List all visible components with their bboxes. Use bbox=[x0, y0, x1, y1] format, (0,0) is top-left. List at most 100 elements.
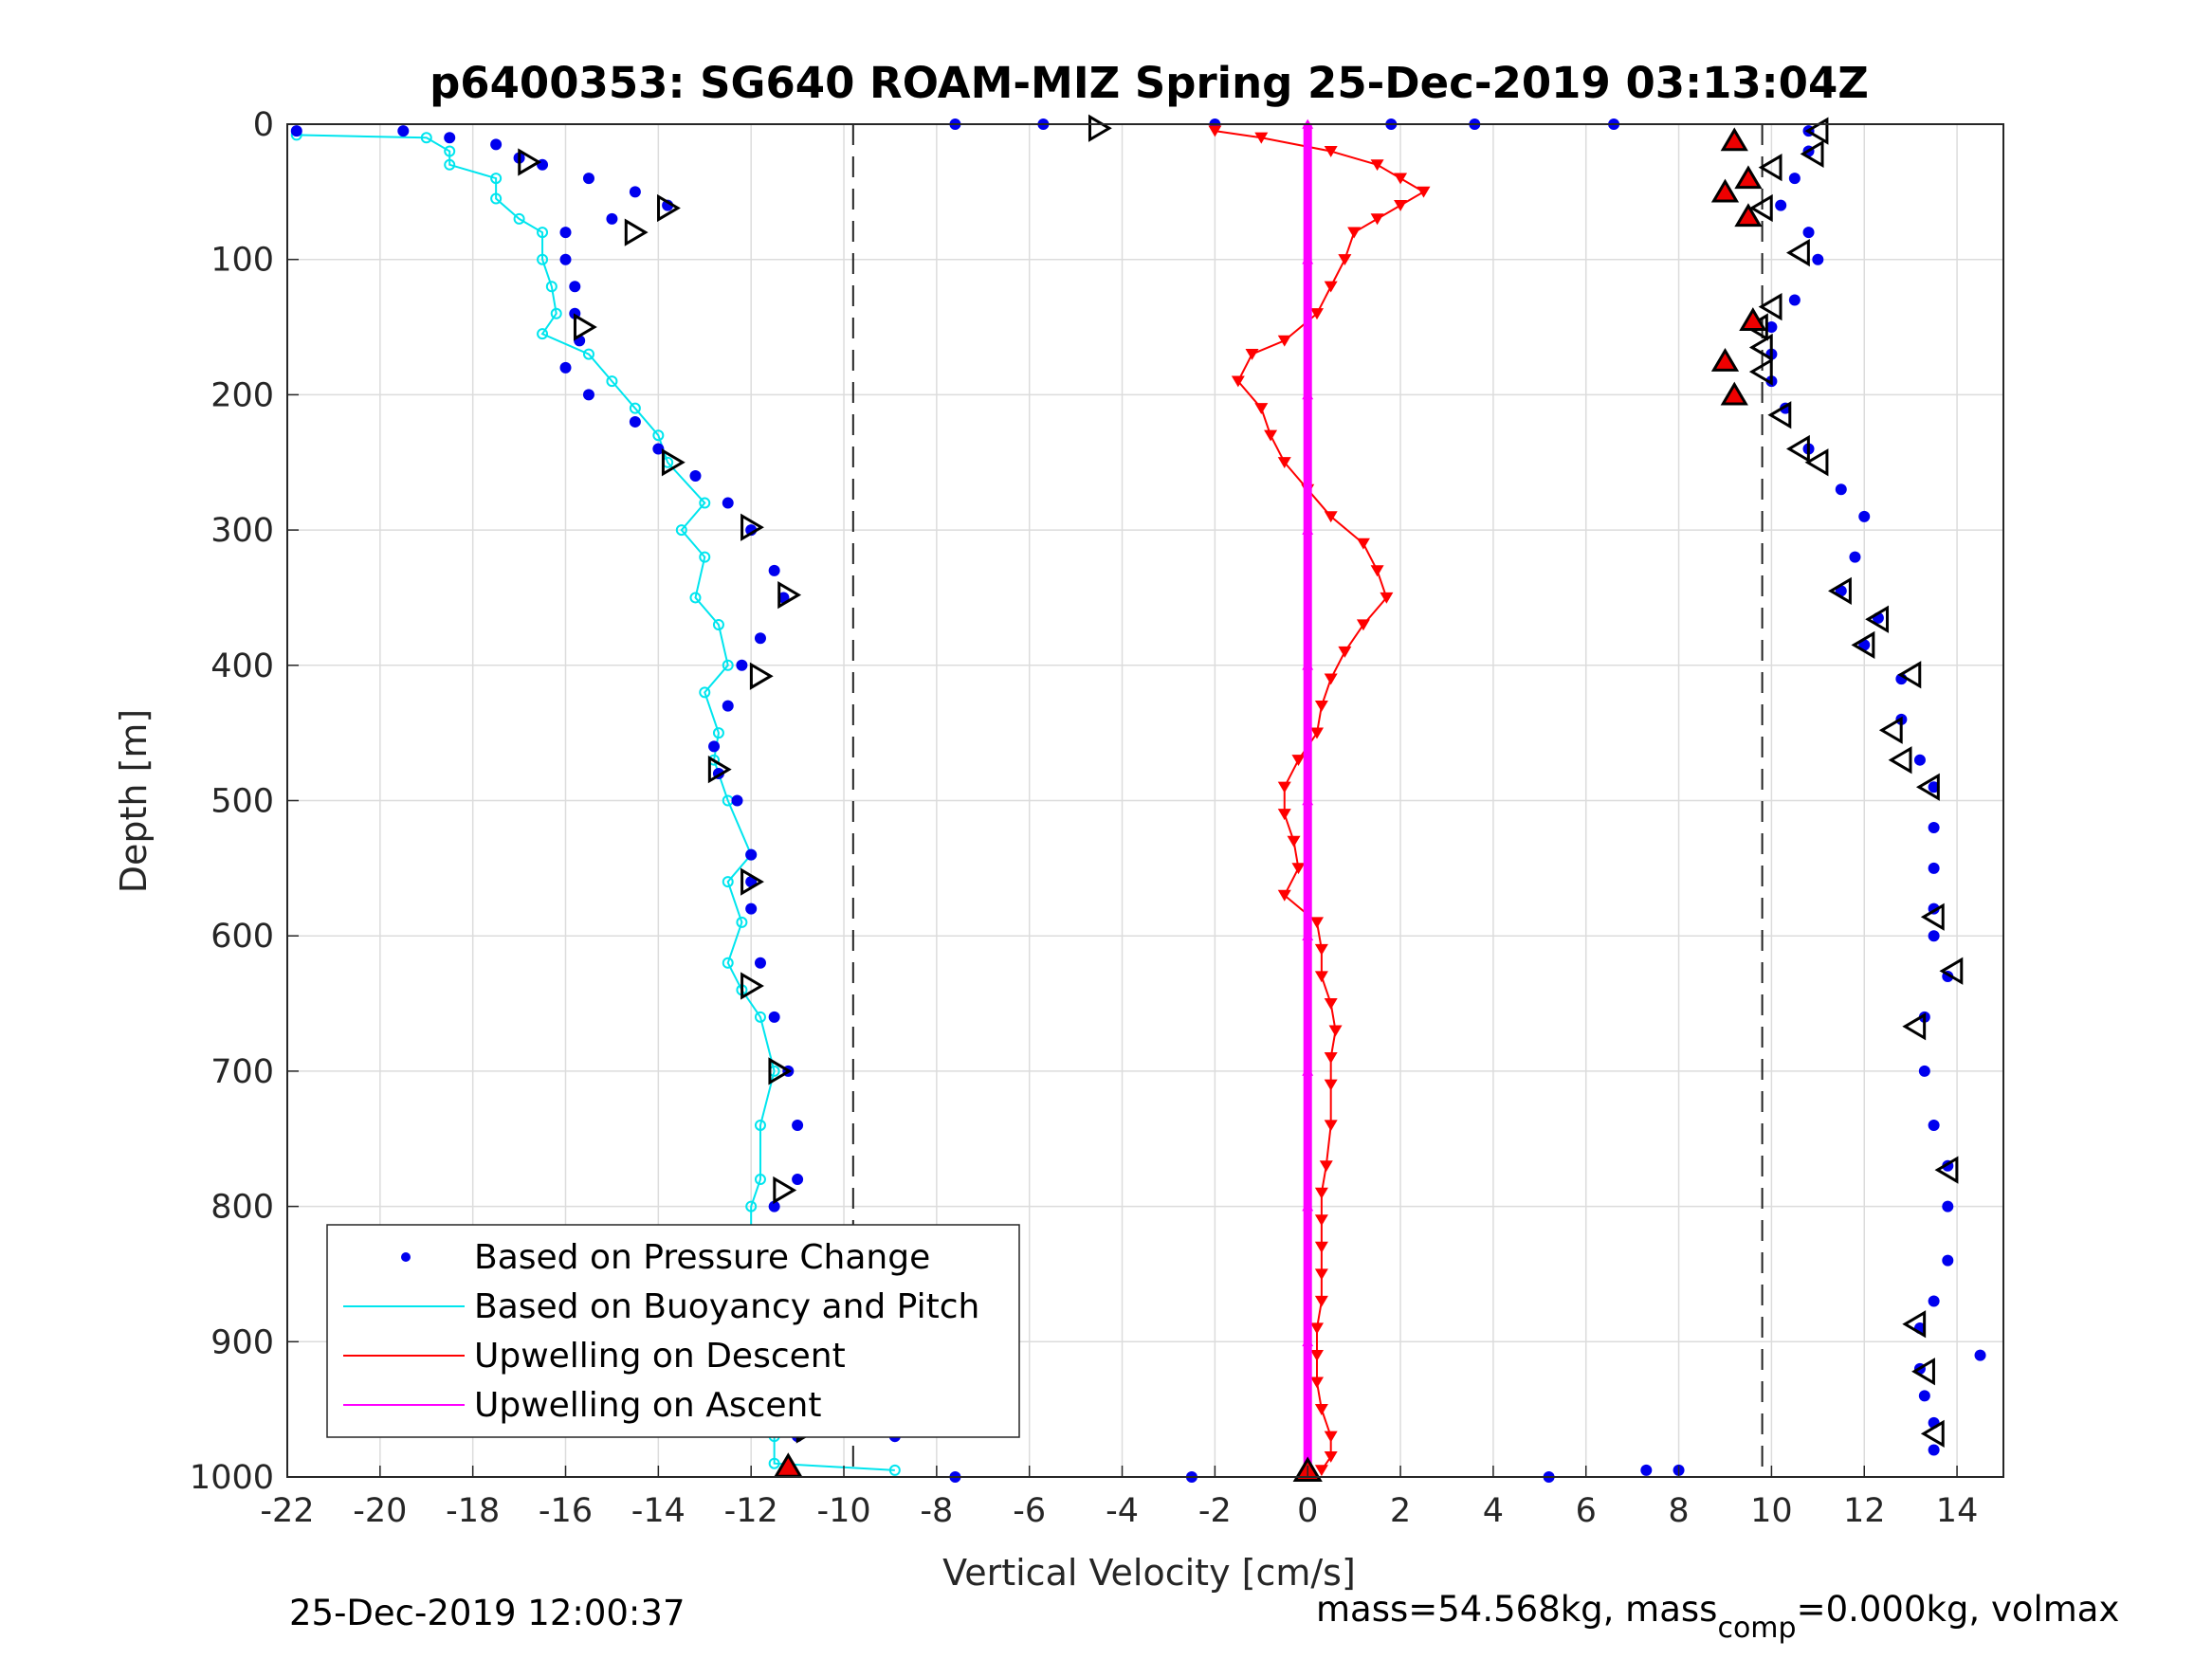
upwelling-descent-point bbox=[1380, 592, 1394, 604]
buoyancy-pitch-point bbox=[754, 1174, 766, 1186]
open-triangle-ascent bbox=[1902, 1012, 1927, 1041]
x-tick-label: -2 bbox=[1198, 1492, 1232, 1530]
footer-mass-suffix: =0.000kg, volmax bbox=[1797, 1589, 2120, 1630]
red-triangle-marker bbox=[1720, 381, 1748, 406]
open-triangle-descent bbox=[740, 867, 764, 896]
open-triangle-ascent bbox=[1939, 957, 1964, 985]
pressure-change-point bbox=[1928, 1295, 1940, 1307]
open-triangle-descent bbox=[773, 1176, 797, 1205]
upwelling-descent-point bbox=[1291, 863, 1306, 875]
open-triangle-ascent bbox=[1828, 576, 1852, 605]
upwelling-descent-point bbox=[1324, 1431, 1338, 1443]
y-tick-label: 300 bbox=[210, 512, 274, 550]
x-tick-label: -12 bbox=[724, 1492, 778, 1530]
pressure-change-point bbox=[444, 132, 456, 144]
buoyancy-pitch-point bbox=[722, 659, 734, 671]
pressure-change-point bbox=[792, 1119, 804, 1131]
upwelling-descent-point bbox=[1324, 673, 1338, 685]
buoyancy-pitch-point bbox=[699, 497, 711, 509]
upwelling-descent-point bbox=[1324, 1450, 1338, 1463]
upwelling-descent-point bbox=[1347, 227, 1362, 239]
buoyancy-pitch-point bbox=[444, 145, 456, 157]
upwelling-descent-point bbox=[1277, 457, 1291, 469]
upwelling-descent-point bbox=[1277, 335, 1291, 347]
open-triangle-descent bbox=[740, 513, 764, 541]
open-triangle-ascent bbox=[1920, 1419, 1945, 1448]
pressure-change-point bbox=[1640, 1464, 1653, 1476]
pressure-change-point bbox=[1918, 1390, 1930, 1402]
y-tick-label: 0 bbox=[253, 106, 274, 144]
upwelling-ascent-point bbox=[1302, 1066, 1314, 1076]
pressure-change-point bbox=[1928, 1444, 1940, 1456]
x-tick-label: -18 bbox=[446, 1492, 500, 1530]
upwelling-descent-point bbox=[1314, 1214, 1328, 1227]
open-triangle-ascent bbox=[1758, 154, 1782, 182]
upwelling-descent-point bbox=[1310, 308, 1324, 320]
pressure-change-point bbox=[1974, 1349, 1986, 1361]
buoyancy-pitch-point bbox=[754, 1011, 766, 1023]
legend-entry: Based on Pressure Change bbox=[474, 1238, 930, 1277]
upwelling-descent-point bbox=[1324, 281, 1338, 293]
open-triangle-ascent bbox=[1878, 716, 1903, 744]
series-layer bbox=[290, 118, 1986, 1483]
buoyancy-pitch-point bbox=[444, 158, 456, 171]
open-triangle-descent bbox=[740, 972, 764, 1000]
buoyancy-pitch-point bbox=[537, 328, 549, 340]
pressure-change-point bbox=[754, 632, 766, 645]
pressure-change-point bbox=[792, 1174, 804, 1186]
open-triangle-ascent bbox=[1748, 193, 1773, 223]
open-triangle-ascent bbox=[1911, 1358, 1935, 1386]
open-triangle-descent bbox=[573, 313, 597, 341]
legend-entry: Upwelling on Ascent bbox=[474, 1386, 821, 1425]
x-tick-label: 2 bbox=[1390, 1492, 1411, 1530]
buoyancy-pitch-point bbox=[606, 375, 618, 388]
upwelling-descent-point bbox=[1417, 186, 1431, 198]
upwelling-descent-point bbox=[1324, 145, 1338, 157]
open-triangle-ascent bbox=[1758, 293, 1782, 321]
open-triangle-descent bbox=[768, 1057, 793, 1085]
x-tick-label: -10 bbox=[816, 1492, 870, 1530]
pressure-change-point bbox=[1928, 781, 1940, 793]
upwelling-ascent-point bbox=[1302, 524, 1314, 535]
open-triangle-ascent bbox=[1748, 357, 1773, 386]
pressure-change-point bbox=[722, 497, 734, 509]
pressure-change-point bbox=[745, 902, 758, 915]
upwelling-ascent-point bbox=[1302, 795, 1314, 806]
legend: Based on Pressure Change Based on Buoyanc… bbox=[326, 1224, 1020, 1438]
upwelling-descent-point bbox=[1231, 375, 1245, 388]
upwelling-descent-point bbox=[1310, 1322, 1324, 1335]
upwelling-descent-point bbox=[1310, 1376, 1324, 1389]
open-triangle-ascent bbox=[1804, 448, 1829, 477]
buoyancy-pitch-point bbox=[675, 524, 687, 537]
pressure-change-point bbox=[1858, 510, 1871, 522]
upwelling-ascent-point bbox=[1302, 1201, 1314, 1212]
open-triangle-ascent bbox=[1767, 401, 1792, 429]
buoyancy-pitch-point bbox=[745, 1200, 758, 1212]
upwelling-descent-point bbox=[1338, 646, 1352, 658]
upwelling-descent-point bbox=[1277, 809, 1291, 821]
upwelling-descent-point bbox=[1338, 254, 1352, 265]
y-tick-label: 600 bbox=[210, 918, 274, 956]
pressure-change-point bbox=[490, 138, 503, 151]
buoyancy-pitch-point bbox=[513, 212, 525, 225]
pressure-change-point bbox=[1918, 1065, 1930, 1077]
pressure-change-point bbox=[290, 125, 302, 137]
y-axis-label: Depth [m] bbox=[113, 709, 155, 894]
upwelling-descent-point bbox=[1314, 1241, 1328, 1253]
footer-timestamp: 25-Dec-2019 12:00:37 bbox=[289, 1593, 685, 1633]
pressure-change-point bbox=[1928, 1119, 1940, 1131]
buoyancy-pitch-point bbox=[550, 307, 562, 319]
pressure-change-point bbox=[1788, 173, 1801, 185]
y-tick-label: 400 bbox=[210, 647, 274, 685]
y-tick-label: 800 bbox=[210, 1189, 274, 1227]
pressure-change-point bbox=[1942, 1254, 1954, 1267]
buoyancy-pitch-point bbox=[699, 551, 711, 563]
red-triangle-marker bbox=[1720, 127, 1748, 152]
pressure-change-point bbox=[1812, 253, 1824, 265]
upwelling-descent-point bbox=[1319, 1160, 1333, 1173]
pressure-change-point bbox=[768, 1200, 780, 1212]
upwelling-descent-point bbox=[1314, 1404, 1328, 1415]
upwelling-ascent-point bbox=[1302, 390, 1314, 400]
upwelling-descent-point bbox=[1324, 1079, 1338, 1091]
buoyancy-pitch-point bbox=[652, 429, 665, 442]
